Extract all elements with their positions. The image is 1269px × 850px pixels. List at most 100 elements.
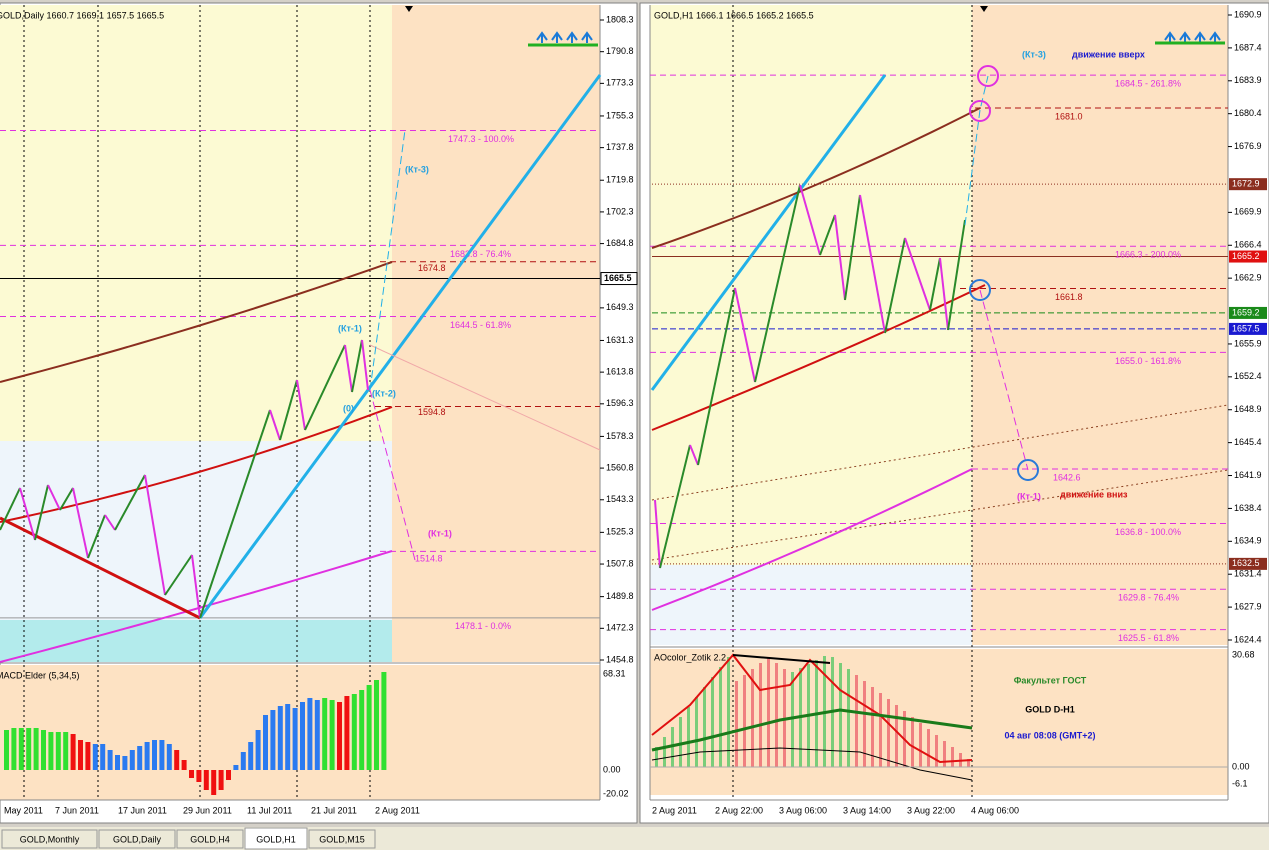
macd-bar bbox=[270, 710, 276, 770]
ao-bar bbox=[767, 657, 770, 767]
macd-bar bbox=[63, 732, 69, 770]
arrow-icon bbox=[1179, 31, 1191, 43]
tab[interactable] bbox=[176, 829, 244, 849]
zigzag bbox=[939, 257, 949, 331]
macd-bar bbox=[277, 706, 283, 770]
zigzag bbox=[344, 344, 353, 393]
tab[interactable] bbox=[98, 829, 176, 849]
macd-bar bbox=[115, 755, 120, 770]
tab[interactable] bbox=[1, 829, 98, 849]
level-label: 1666.3 - 200.0% bbox=[1115, 250, 1181, 260]
macd-bar bbox=[189, 770, 194, 778]
y-tick-label: 1684.8 bbox=[606, 238, 634, 248]
tab-label[interactable]: GOLD,Daily bbox=[113, 834, 162, 844]
macd-bar bbox=[263, 715, 268, 770]
marker bbox=[980, 6, 988, 12]
arrow-icon bbox=[581, 31, 593, 43]
tab-label[interactable]: GOLD,H4 bbox=[190, 834, 230, 844]
macd-bar bbox=[329, 700, 335, 770]
zigzag bbox=[654, 499, 661, 569]
ao-bar bbox=[751, 669, 754, 767]
macd-bar bbox=[4, 730, 9, 770]
price-tag bbox=[1229, 322, 1267, 335]
tab-label[interactable]: GOLD,M15 bbox=[319, 834, 365, 844]
ao-bar bbox=[703, 687, 706, 767]
ao-bar bbox=[887, 699, 890, 767]
annotation: (0) bbox=[343, 403, 354, 413]
zigzag bbox=[859, 194, 886, 334]
y-tick-label: 1613.8 bbox=[606, 367, 634, 377]
annotation: (Кт-1) bbox=[338, 323, 362, 333]
ma bbox=[651, 284, 986, 431]
y-tick-label: 68.31 bbox=[603, 668, 626, 678]
x-tick-label: 17 Jun 2011 bbox=[118, 805, 167, 815]
macd-bar bbox=[255, 730, 261, 770]
zigzag bbox=[754, 184, 801, 383]
y-tick-label: 1669.9 bbox=[1234, 207, 1262, 217]
ma bbox=[651, 468, 973, 611]
y-tick-label: 1773.3 bbox=[606, 78, 634, 88]
macd-bar bbox=[26, 728, 32, 770]
x-tick-label: 3 Aug 22:00 bbox=[907, 805, 955, 815]
y-tick-label: 1578.3 bbox=[606, 431, 634, 441]
y-tick-label: 1638.4 bbox=[1234, 503, 1262, 513]
arrow-icon bbox=[551, 31, 563, 43]
macd-bar bbox=[159, 740, 165, 770]
arrow-icon bbox=[536, 31, 548, 43]
y-tick-label: 1755.3 bbox=[606, 110, 634, 120]
macd-bar bbox=[351, 694, 357, 770]
ao-bar bbox=[895, 705, 898, 767]
zigzag bbox=[929, 257, 941, 311]
level-label: 1594.8 bbox=[418, 407, 446, 417]
macd-bar bbox=[307, 698, 313, 770]
macd-bar bbox=[78, 740, 83, 770]
trend-line bbox=[198, 74, 602, 619]
level-label: 1629.8 - 76.4% bbox=[1118, 593, 1179, 603]
projection bbox=[964, 75, 989, 226]
tab[interactable] bbox=[244, 827, 308, 850]
zigzag bbox=[834, 214, 846, 301]
trend-line bbox=[369, 344, 601, 451]
annotation: движение вверх bbox=[1072, 49, 1145, 59]
zigzag bbox=[361, 339, 369, 391]
note: 04 авг 08:08 (GMT+2) bbox=[1004, 730, 1095, 740]
arrow-icon bbox=[1209, 31, 1221, 43]
level-label: 1684.5 - 261.8% bbox=[1115, 79, 1181, 89]
zigzag bbox=[659, 444, 691, 569]
macd-bar bbox=[41, 730, 46, 770]
x-tick-label: 11 Jul 2011 bbox=[247, 805, 292, 815]
target bbox=[1017, 459, 1039, 481]
x-tick-label: 2 Aug 2011 bbox=[652, 805, 697, 815]
zigzag bbox=[819, 214, 836, 256]
zone bbox=[392, 5, 600, 662]
macd-bar bbox=[359, 690, 365, 770]
zigzag bbox=[799, 184, 821, 256]
tab-label[interactable]: GOLD,Monthly bbox=[20, 834, 80, 844]
x-tick-label: 3 Aug 06:00 bbox=[779, 805, 827, 815]
ao-bar bbox=[863, 681, 866, 767]
y-tick-label: 1543.3 bbox=[606, 494, 634, 504]
signal bbox=[651, 708, 973, 752]
ao-bar bbox=[719, 667, 722, 767]
ao-bar bbox=[711, 677, 714, 767]
tab[interactable] bbox=[308, 829, 376, 849]
zigzag bbox=[114, 474, 146, 531]
zone bbox=[0, 620, 392, 662]
macd-bar bbox=[233, 765, 239, 770]
zigzag bbox=[296, 379, 306, 431]
divergence bbox=[732, 654, 831, 664]
zigzag bbox=[884, 237, 906, 334]
zigzag bbox=[269, 409, 281, 441]
macd-bar bbox=[100, 744, 106, 770]
zigzag bbox=[164, 554, 193, 596]
arrow-icon bbox=[1194, 31, 1206, 43]
zigzag bbox=[47, 484, 61, 511]
x-tick-label: 2 Aug 22:00 bbox=[715, 805, 763, 815]
y-tick-label: 1666.4 bbox=[1234, 240, 1262, 250]
annotation: (Кт-1) bbox=[428, 528, 452, 538]
target bbox=[969, 279, 991, 301]
tab-label[interactable]: GOLD,H1 bbox=[256, 834, 296, 844]
trend-line bbox=[651, 469, 1229, 561]
level-label: 1478.1 - 0.0% bbox=[455, 621, 511, 631]
price-tag bbox=[1229, 250, 1267, 263]
